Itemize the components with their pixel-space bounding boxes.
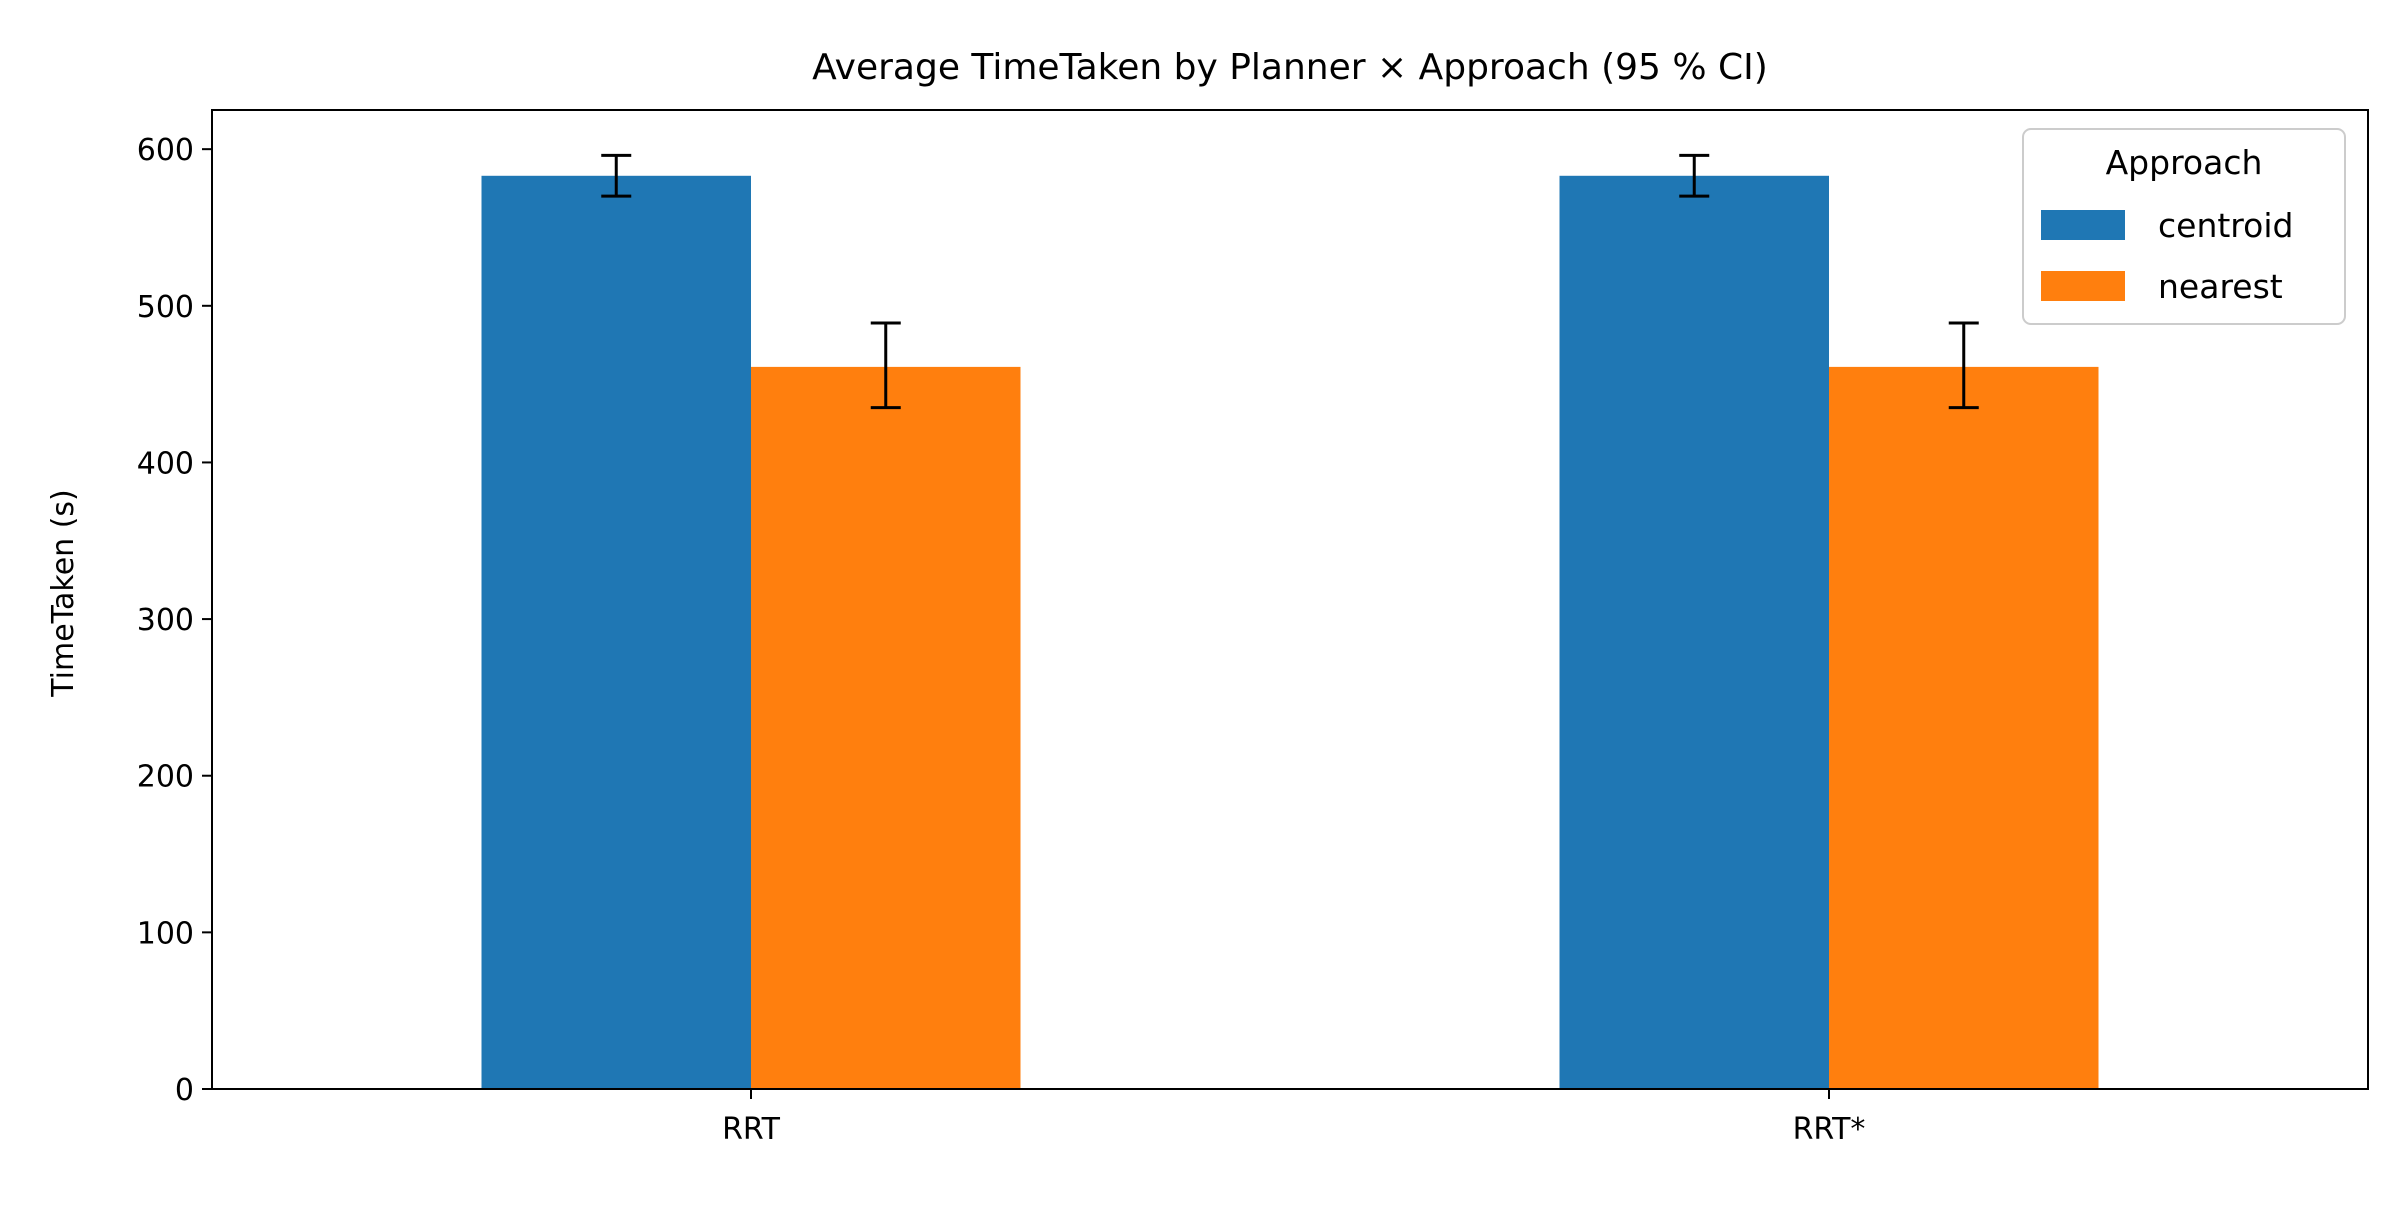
y-axis-label: TimeTaken (s) bbox=[46, 489, 81, 698]
error-bar-rrt-star-nearest bbox=[1948, 321, 1979, 410]
legend-swatch-nearest bbox=[2041, 271, 2125, 301]
y-axis: 0 100 200 300 400 500 600 bbox=[137, 133, 212, 1108]
errorbars-layer bbox=[601, 153, 1979, 410]
x-axis: RRT RRT* bbox=[722, 1089, 1865, 1147]
error-bar-rrt-centroid bbox=[601, 153, 632, 198]
x-tick-label: RRT bbox=[722, 1112, 781, 1147]
legend-swatch-centroid bbox=[2041, 210, 2125, 240]
legend-title: Approach bbox=[2106, 143, 2263, 182]
y-tick-label: 400 bbox=[137, 446, 194, 481]
bar-rrt-star-centroid bbox=[1559, 175, 1829, 1089]
bars-layer bbox=[481, 175, 2099, 1089]
x-tick-label: RRT* bbox=[1793, 1112, 1866, 1147]
legend-label-nearest: nearest bbox=[2158, 267, 2283, 306]
plot-frame bbox=[211, 109, 2369, 1090]
y-tick-label: 300 bbox=[137, 603, 194, 638]
y-tick-label: 0 bbox=[175, 1073, 194, 1108]
y-tick-label: 200 bbox=[137, 760, 194, 795]
error-bar-rrt-star-centroid bbox=[1679, 153, 1710, 198]
legend: Approach centroid nearest bbox=[2022, 128, 2346, 325]
error-bar-rrt-nearest bbox=[870, 321, 901, 410]
y-tick-label: 100 bbox=[137, 916, 194, 951]
chart-title: Average TimeTaken by Planner × Approach … bbox=[812, 47, 1768, 88]
y-tick-label: 500 bbox=[137, 290, 194, 325]
legend-label-centroid: centroid bbox=[2158, 206, 2293, 245]
bar-rrt-star-nearest bbox=[1829, 366, 2099, 1089]
bar-rrt-centroid bbox=[481, 175, 751, 1089]
bar-rrt-nearest bbox=[751, 366, 1021, 1089]
y-tick-label: 600 bbox=[137, 133, 194, 168]
